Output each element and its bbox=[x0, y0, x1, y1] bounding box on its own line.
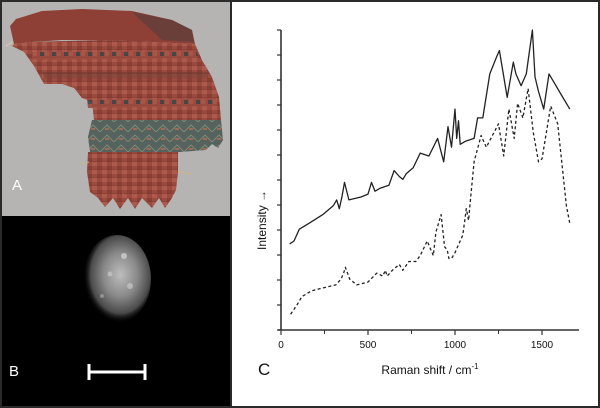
grain-image bbox=[83, 235, 151, 380]
x-tick-label: 1000 bbox=[444, 340, 467, 351]
panel-a-textile-photo: A bbox=[2, 2, 230, 216]
panel-label-c: C bbox=[258, 360, 271, 379]
x-tick-label: 500 bbox=[360, 340, 377, 351]
chart-series bbox=[289, 29, 571, 315]
spectrum-solid-line bbox=[289, 29, 571, 245]
scale-bar bbox=[87, 364, 147, 380]
y-axis-title: Intensity → bbox=[255, 190, 269, 250]
textile-image bbox=[5, 9, 223, 209]
panel-c-raman-chart: 0 500 1000 1500 Raman shift / cm-1 Intensity … bbox=[230, 2, 598, 406]
x-axis-title: Raman shift / cm-1 bbox=[381, 362, 479, 377]
chart-axes bbox=[277, 29, 579, 335]
x-tick-label: 1500 bbox=[531, 340, 554, 351]
x-tick-label: 0 bbox=[278, 340, 284, 351]
chart-labels: 0 500 1000 1500 Raman shift / cm-1 Intensity … bbox=[255, 190, 554, 377]
panel-label-b: B bbox=[9, 363, 20, 380]
textile-green-band bbox=[88, 120, 223, 152]
panel-label-a: A bbox=[12, 177, 23, 194]
textile-lower-weave bbox=[87, 152, 178, 209]
raman-spectrum-plot: 0 500 1000 1500 Raman shift / cm-1 Intensity … bbox=[255, 29, 579, 377]
panel-b-micrograph: B bbox=[2, 216, 230, 406]
spectrum-dashed-line bbox=[290, 87, 571, 315]
grain-particle bbox=[83, 235, 151, 323]
